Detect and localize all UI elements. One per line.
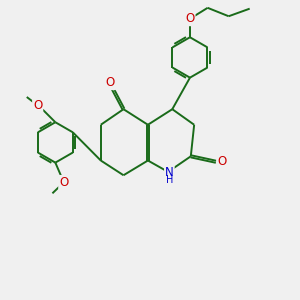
Text: O: O [59,176,68,189]
Text: N: N [165,166,174,179]
Text: O: O [185,12,195,25]
Text: O: O [217,155,226,168]
Text: H: H [166,175,173,185]
Text: O: O [33,99,42,112]
Text: O: O [106,76,115,89]
